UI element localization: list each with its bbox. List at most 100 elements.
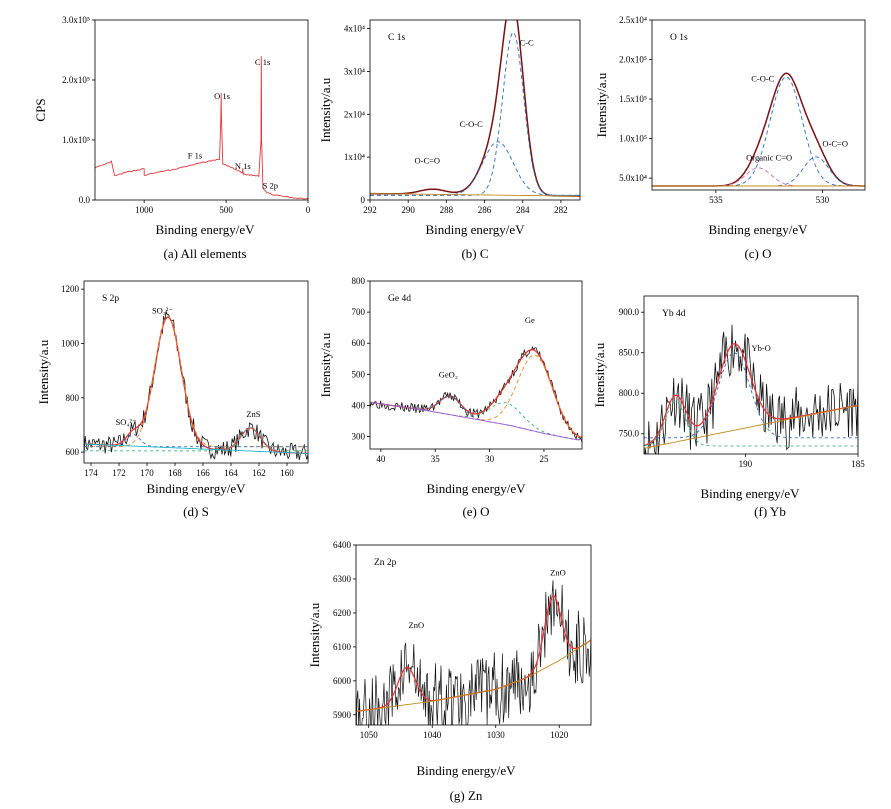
panel-caption: (g) Zn (450, 788, 483, 803)
peak-annotation: O-C=O (414, 156, 440, 166)
x-tick-label: 172 (112, 468, 126, 478)
series-line-2 (84, 316, 308, 455)
series-group (652, 72, 865, 187)
panel-core-level-label: S 2p (102, 294, 119, 304)
x-tick-label: 1030 (487, 730, 506, 740)
y-tick-label: 1000 (61, 338, 80, 348)
peak-annotation: C-C (519, 38, 534, 48)
x-axis-label: Binding energy/eV (426, 481, 526, 496)
chart-panel-g: 1050 1040 1030 1020 5900 6000 6100 6200 6300 6400… (307, 540, 592, 803)
y-tick-label: 400 (352, 400, 366, 410)
peak-annotation: SO₄²⁻ (116, 417, 137, 427)
chart-panel-c: 535 530 5.0x10⁴ 1.0x10⁵ 1.5x10⁵ 2.0x10⁵ 2.5x10… (594, 15, 866, 261)
chart-panel-b: 292 290 288 286 284 282 0 1x10⁴ 2x10⁴ 3x10⁴ 4x10⁴ B… (318, 19, 581, 261)
x-tick-label: 290 (401, 205, 415, 215)
series-line-1 (652, 72, 865, 187)
y-tick-label: 2x10⁴ (344, 109, 365, 119)
series-line-2 (370, 348, 582, 439)
y-axis-label: Intensity/a.u (307, 602, 322, 667)
y-tick-label: 0.0 (79, 195, 91, 205)
peak-annotation: O-C=O (822, 139, 848, 149)
series-line-1 (356, 580, 591, 725)
series-line-2 (356, 595, 591, 713)
series-line-1 (644, 324, 858, 454)
chart-panel-d: 174 172 170 168 166 164 162 160 600 800 1000 1200 Bi… (36, 280, 309, 519)
peak-annotation: F 1s (188, 151, 202, 161)
y-tick-label: 3.0x10⁵ (62, 15, 90, 25)
y-tick-label: 700 (352, 307, 366, 317)
panel-core-level-label: C 1s (388, 33, 405, 43)
y-tick-label: 1.0x10⁵ (619, 134, 647, 144)
y-axis-label: Intensity/a.u (318, 332, 333, 397)
y-tick-label: 800.0 (619, 388, 640, 398)
y-tick-label: 0 (361, 195, 366, 205)
x-tick-label: 25 (539, 454, 549, 464)
y-tick-label: 300 (352, 432, 366, 442)
series-group (370, 20, 580, 197)
panel-caption: (d) S (183, 504, 209, 519)
x-tick-label: 0 (306, 205, 311, 215)
y-tick-label: 5900 (333, 710, 352, 720)
peak-annotation: S 2p (263, 181, 278, 191)
series-line-3 (370, 354, 582, 439)
series-line-1 (95, 56, 308, 200)
x-tick-label: 160 (280, 468, 294, 478)
peak-annotation: Organic C=O (746, 153, 792, 163)
y-tick-label: 600 (66, 447, 80, 457)
peak-annotation: ZnO (550, 568, 566, 578)
series-line-4 (652, 167, 865, 187)
x-axis-label: Binding energy/eV (416, 763, 516, 778)
peak-annotation: ZnS (246, 409, 260, 419)
x-tick-label: 500 (219, 205, 233, 215)
chart-panel-f: 190 185 750.0 800.0 850.0 900.0 Binding energy… (592, 295, 865, 519)
x-tick-label: 168 (168, 468, 182, 478)
x-axis-label: Binding energy/eV (425, 222, 525, 237)
x-tick-label: 282 (554, 205, 568, 215)
panel-caption: (c) O (744, 246, 771, 261)
peak-annotation: SO₃²⁻ (152, 306, 173, 316)
peak-annotation: Yb-O (751, 343, 770, 353)
plot-frame (651, 19, 866, 191)
y-tick-label: 6300 (333, 574, 352, 584)
y-tick-label: 6100 (333, 642, 352, 652)
y-tick-label: 850.0 (619, 348, 640, 358)
series-line-6 (370, 401, 582, 441)
x-axis-label: Binding energy/eV (146, 481, 246, 496)
x-tick-label: 1040 (423, 730, 442, 740)
panel-caption: (f) Yb (754, 504, 786, 519)
x-tick-label: 30 (485, 454, 495, 464)
series-line-4 (370, 401, 582, 441)
series-line-4 (84, 434, 308, 448)
panel-core-level-label: Yb 4d (662, 309, 686, 319)
plot-frame (355, 544, 592, 726)
series-group (84, 309, 308, 461)
series-line-3 (370, 141, 580, 196)
peak-annotation: O 1s (214, 91, 230, 101)
y-tick-label: 2.0x10⁵ (619, 55, 647, 65)
x-tick-label: 40 (376, 454, 386, 464)
y-axis-label: Intensity/a.u (594, 72, 609, 137)
series-line-1 (84, 309, 308, 461)
y-tick-label: 1.5x10⁵ (619, 94, 647, 104)
y-tick-label: 2.5x10⁴ (619, 15, 647, 25)
peak-annotation: GeO₂ (439, 369, 458, 379)
y-tick-label: 1x10⁴ (344, 152, 365, 162)
series-line-5 (84, 427, 308, 452)
x-tick-label: 162 (252, 468, 266, 478)
series-line-4 (370, 193, 580, 197)
series-line-5 (644, 404, 858, 449)
x-tick-label: 185 (851, 459, 865, 469)
y-tick-label: 500 (352, 369, 366, 379)
series-line-2 (370, 31, 580, 196)
y-tick-label: 800 (66, 393, 80, 403)
y-tick-label: 3x10⁴ (344, 66, 365, 76)
plot-frame (643, 295, 859, 455)
x-tick-label: 174 (84, 468, 98, 478)
x-axis-label: Binding energy/eV (700, 486, 800, 501)
peak-annotation: Ge (525, 315, 535, 325)
chart-panel-a: 1000 500 0 0.0 1.0x10⁵ 2.0x10⁵ 3.0x10⁵ Binding … (33, 15, 311, 261)
x-tick-label: 530 (816, 195, 830, 205)
peak-annotation: C-O-C (751, 74, 774, 84)
x-tick-label: 288 (440, 205, 454, 215)
